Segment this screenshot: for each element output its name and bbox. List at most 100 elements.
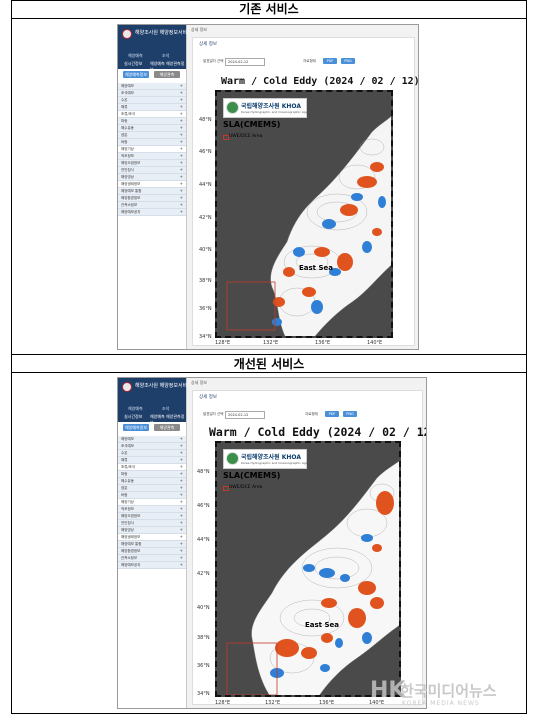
lat-label: 48°N	[199, 117, 212, 123]
sidebar-tab[interactable]: 조석	[162, 406, 170, 411]
sidebar-menu-item[interactable]: 조류/조석	[118, 111, 186, 118]
sidebar-menu: 해양예보조석예보수온해류조류/조석파랑해수유동염분바람해양기상적조정보해양오염정…	[118, 83, 186, 216]
lon-label: 136°E	[315, 340, 331, 346]
screenshot-improved: 해양조사원 해양정보서비스 해양예측 조석 실시간정보 해양예측 해양관측정보 …	[117, 377, 427, 709]
sidebar-menu-item[interactable]: 해양오염정보	[118, 513, 186, 520]
lat-label: 42°N	[199, 215, 212, 221]
uwe-dce-area-box	[226, 281, 276, 331]
sidebar-menu-item[interactable]: 해양환경정보	[118, 195, 186, 202]
khoa-logo-panel: 국립해양조사원 KHOA Korea Hydrographic and Ocea…	[223, 98, 313, 118]
sidebar-menu-item[interactable]: 해양기상	[118, 499, 186, 506]
sidebar-tab[interactable]: 해양예측	[128, 53, 143, 58]
product-label: SLA(CMEMS)	[223, 471, 281, 480]
sidebar-menu-item[interactable]: 파랑	[118, 118, 186, 125]
area-legend-swatch	[223, 135, 229, 140]
sidebar-menu-item[interactable]: 적조정보	[118, 153, 186, 160]
lat-label: 40°N	[197, 605, 210, 611]
sidebar-menu-item[interactable]: 염분	[118, 485, 186, 492]
sidebar-menu-item[interactable]: 해양예보 통합	[118, 188, 186, 195]
date-select[interactable]: 2024-02-12	[225, 411, 265, 419]
government-emblem-icon	[122, 382, 132, 392]
pdf-button[interactable]: PDF	[325, 411, 339, 417]
sidebar-tab[interactable]: 실시간정보	[124, 414, 143, 419]
sidebar-button-row: 해양예측정보 해양관측	[118, 422, 186, 434]
sidebar-menu-item[interactable]: 관측소정보	[118, 555, 186, 562]
png-button[interactable]: PNG	[341, 58, 355, 64]
observation-button[interactable]: 해양관측	[154, 71, 180, 78]
png-button[interactable]: PNG	[343, 411, 357, 417]
pdf-button[interactable]: PDF	[323, 58, 337, 64]
sidebar-tab[interactable]: 조석	[162, 53, 170, 58]
main-area: 상세 정보 상세 정보 발표일자 선택 2024-02-12 자료형태 PDF …	[187, 25, 418, 349]
sidebar-menu-item[interactable]: 해양예보 통합	[118, 541, 186, 548]
eddy-map: 국립해양조사원 KHOA Korea Hydrographic and Ocea…	[215, 90, 393, 338]
screenshot-original: 해양조사원 해양정보서비스 해양예측 조석 실시간정보 해양예측 해양관측정보 …	[117, 24, 419, 350]
warm-eddies	[275, 491, 394, 659]
forecast-info-button[interactable]: 해양예측정보	[123, 71, 149, 78]
product-label: SLA(CMEMS)	[223, 120, 281, 129]
map-legend: 국립해양조사원 KHOA Korea Hydrographic and Ocea…	[223, 449, 313, 493]
lon-label: 140°E	[369, 700, 385, 706]
date-select[interactable]: 2024-02-12	[225, 58, 265, 66]
date-label: 발표일자 선택	[203, 59, 224, 63]
sidebar-menu-item[interactable]: 해양생태정보	[118, 534, 186, 541]
detail-panel: 상세 정보 발표일자 선택 2024-02-12 자료형태 PDF PNG Wa…	[192, 37, 418, 346]
org-name: 해양조사원 해양정보서비스	[135, 30, 192, 36]
lat-label: 48°N	[197, 469, 210, 475]
sidebar-header: 해양조사원 해양정보서비스 해양예측 조석 실시간정보 해양예측 해양관측정보	[118, 25, 192, 72]
sidebar-menu-item[interactable]: 수온	[118, 450, 186, 457]
sidebar-menu-item[interactable]: 해양영상	[118, 174, 186, 181]
sidebar-menu-item[interactable]: 관측소정보	[118, 202, 186, 209]
sidebar-menu-item[interactable]: 해양기상	[118, 146, 186, 153]
government-emblem-icon	[122, 29, 132, 39]
sidebar-menu-item[interactable]: 염분	[118, 132, 186, 139]
sidebar-menu-item[interactable]: 바람	[118, 139, 186, 146]
sidebar-tab[interactable]: 실시간정보	[124, 61, 143, 66]
lon-label: 128°E	[215, 700, 231, 706]
sidebar-menu-item[interactable]: 해양예보공지	[118, 562, 186, 569]
khoa-emblem-icon	[226, 101, 239, 114]
agency-name: 국립해양조사원 KHOA	[241, 103, 301, 110]
lat-label: 44°N	[197, 537, 210, 543]
page-tab[interactable]: 상세 정보	[187, 25, 418, 35]
sidebar-menu-item[interactable]: 바람	[118, 492, 186, 499]
sidebar-menu-item[interactable]: 해양영상	[118, 527, 186, 534]
sidebar-menu-item[interactable]: 해수유동	[118, 125, 186, 132]
sidebar-menu-item[interactable]: 조석예보	[118, 90, 186, 97]
sidebar-menu-item[interactable]: 조류/조석	[118, 464, 186, 471]
lat-label: 34°N	[197, 691, 210, 697]
sidebar-menu-item[interactable]: 해양오염정보	[118, 160, 186, 167]
sidebar-menu-item[interactable]: 해양환경정보	[118, 548, 186, 555]
publisher-name: 한국미디어뉴스	[400, 682, 497, 700]
lat-label: 42°N	[197, 571, 210, 577]
sidebar-menu-item[interactable]: 적조정보	[118, 506, 186, 513]
sidebar-menu-item[interactable]: 해양예보공지	[118, 209, 186, 216]
map-title: Warm / Cold Eddy (2024 / 02 / 12)	[221, 76, 419, 87]
sidebar-menu: 해양예보조석예보수온해류조류/조석파랑해수유동염분바람해양기상적조정보해양오염정…	[118, 436, 186, 569]
sidebar-menu-item[interactable]: 연안침식	[118, 520, 186, 527]
page-tab[interactable]: 상세 정보	[187, 378, 426, 388]
lat-label: 36°N	[197, 663, 210, 669]
divider	[12, 354, 526, 355]
khoa-emblem-icon	[226, 452, 239, 465]
cold-eddies	[272, 193, 386, 326]
observation-button[interactable]: 해양관측	[154, 424, 180, 431]
sidebar-menu-item[interactable]: 해류	[118, 104, 186, 111]
sea-area	[251, 460, 399, 695]
sidebar-menu-item[interactable]: 연안침식	[118, 167, 186, 174]
agency-name: 국립해양조사원 KHOA	[241, 454, 301, 461]
sidebar-tab[interactable]: 해양예측	[128, 406, 143, 411]
lat-label: 46°N	[199, 149, 212, 155]
area-legend-label: UWE/DCE Area	[229, 134, 263, 139]
sidebar-menu-item[interactable]: 조석예보	[118, 443, 186, 450]
forecast-info-button[interactable]: 해양예측정보	[123, 424, 149, 431]
sidebar-menu-item[interactable]: 해양예보	[118, 436, 186, 443]
sidebar-menu-item[interactable]: 수온	[118, 97, 186, 104]
lon-label: 132°E	[263, 340, 279, 346]
sidebar-menu-item[interactable]: 해양생태정보	[118, 181, 186, 188]
sidebar-menu-item[interactable]: 해수유동	[118, 478, 186, 485]
sidebar-menu-item[interactable]: 해양예보	[118, 83, 186, 90]
sidebar-menu-item[interactable]: 해류	[118, 457, 186, 464]
lat-label: 38°N	[197, 635, 210, 641]
sidebar-menu-item[interactable]: 파랑	[118, 471, 186, 478]
